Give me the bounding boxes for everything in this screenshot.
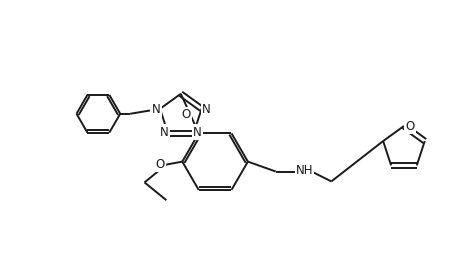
Text: N: N <box>193 126 202 139</box>
Text: N: N <box>202 103 211 116</box>
Text: N: N <box>160 126 168 139</box>
Text: O: O <box>405 120 414 133</box>
Text: NH: NH <box>296 164 313 177</box>
Text: O: O <box>156 158 165 171</box>
Text: N: N <box>152 103 160 116</box>
Text: O: O <box>181 108 190 121</box>
